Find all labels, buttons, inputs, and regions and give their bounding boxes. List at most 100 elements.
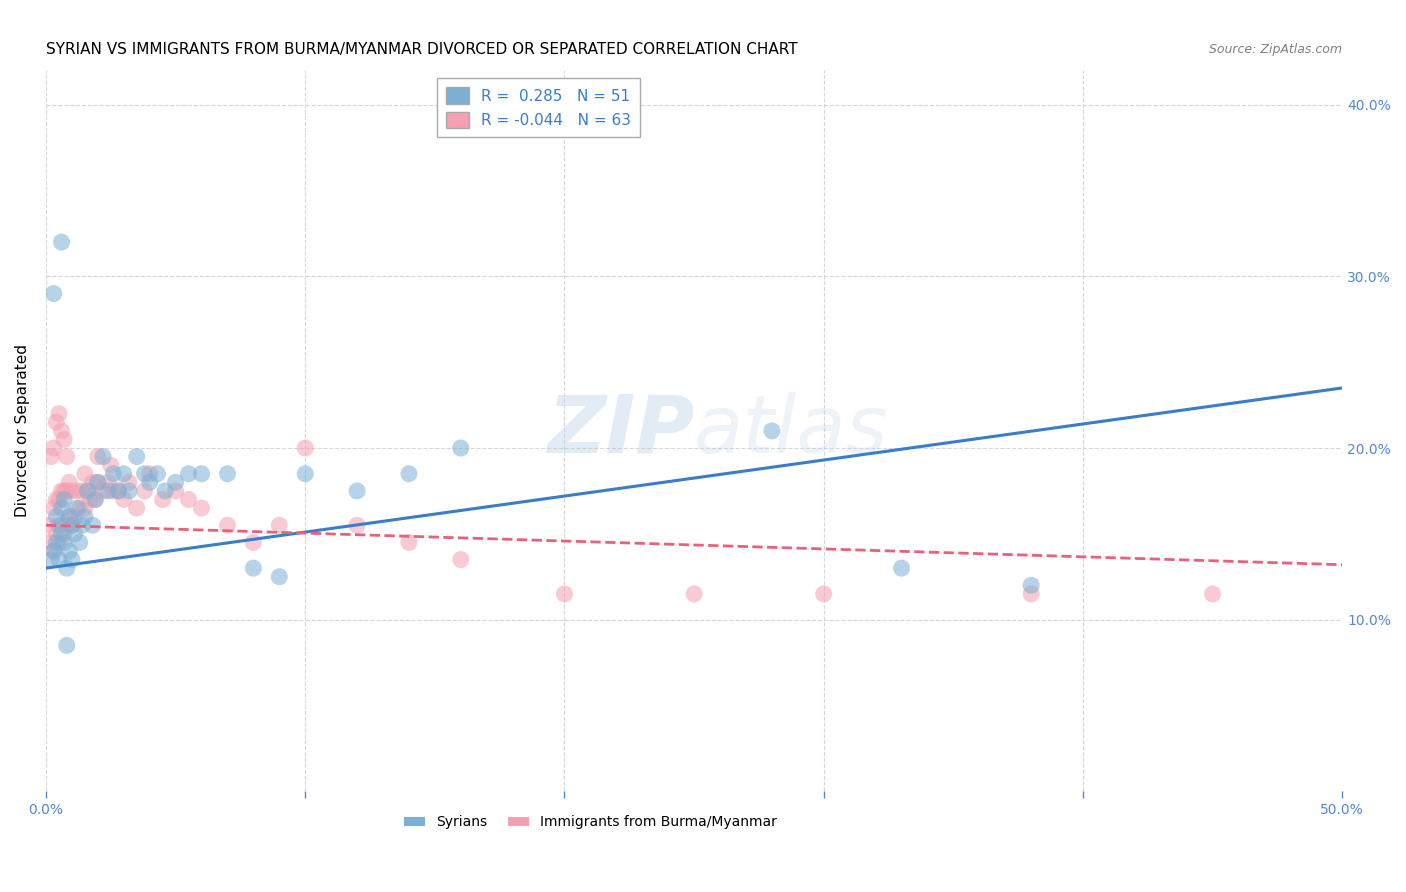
Point [217, 518, 239, 533]
Point [45, 492, 67, 507]
Point [55, 518, 77, 533]
Point [53, 535, 76, 549]
Point [58, 544, 80, 558]
Point [48, 535, 70, 549]
Point [72, 483, 94, 498]
Point [42, 501, 65, 516]
Point [45, 509, 67, 524]
Point [103, 467, 125, 481]
Point [38, 518, 60, 533]
Point [39, 450, 62, 464]
Point [63, 509, 86, 524]
Point [51, 424, 73, 438]
Point [294, 467, 316, 481]
Point [138, 475, 160, 490]
Point [51, 526, 73, 541]
Point [84, 492, 107, 507]
Point [450, 552, 472, 566]
Point [53, 483, 76, 498]
Point [813, 587, 835, 601]
Point [55, 483, 77, 498]
Point [761, 424, 783, 438]
Point [53, 526, 76, 541]
Point [45, 535, 67, 549]
Text: ZIP: ZIP [547, 392, 695, 470]
Point [294, 441, 316, 455]
Point [346, 518, 368, 533]
Point [134, 483, 156, 498]
Point [58, 475, 80, 490]
Point [165, 475, 187, 490]
Point [55, 639, 77, 653]
Point [138, 467, 160, 481]
Point [51, 483, 73, 498]
Point [72, 518, 94, 533]
Point [91, 450, 114, 464]
Point [58, 509, 80, 524]
Point [177, 467, 200, 481]
Point [97, 475, 120, 490]
Point [103, 483, 125, 498]
Point [82, 518, 104, 533]
Point [398, 535, 420, 549]
Point [60, 552, 83, 566]
Point [48, 492, 70, 507]
Text: Source: ZipAtlas.com: Source: ZipAtlas.com [1209, 43, 1343, 56]
Point [553, 587, 575, 601]
Point [398, 467, 420, 481]
Point [51, 235, 73, 249]
Point [177, 492, 200, 507]
Point [39, 535, 62, 549]
Point [190, 467, 212, 481]
Point [76, 483, 98, 498]
Point [450, 441, 472, 455]
Point [69, 501, 91, 516]
Point [87, 450, 110, 464]
Point [91, 483, 114, 498]
Point [100, 458, 122, 472]
Point [53, 433, 76, 447]
Text: atlas: atlas [695, 392, 889, 470]
Point [42, 544, 65, 558]
Point [346, 483, 368, 498]
Point [87, 475, 110, 490]
Point [60, 518, 83, 533]
Point [66, 483, 89, 498]
Point [107, 483, 129, 498]
Point [66, 501, 89, 516]
Legend: Syrians, Immigrants from Burma/Myanmar: Syrians, Immigrants from Burma/Myanmar [398, 810, 782, 835]
Point [82, 475, 104, 490]
Point [51, 501, 73, 516]
Point [890, 561, 912, 575]
Point [42, 441, 65, 455]
Point [55, 450, 77, 464]
Point [1201, 587, 1223, 601]
Point [39, 552, 62, 566]
Point [60, 518, 83, 533]
Point [146, 467, 169, 481]
Point [42, 286, 65, 301]
Text: SYRIAN VS IMMIGRANTS FROM BURMA/MYANMAR DIVORCED OR SEPARATED CORRELATION CHART: SYRIAN VS IMMIGRANTS FROM BURMA/MYANMAR … [46, 42, 797, 57]
Point [152, 492, 174, 507]
Point [269, 570, 291, 584]
Point [683, 587, 706, 601]
Y-axis label: Divorced or Separated: Divorced or Separated [15, 344, 30, 517]
Point [51, 518, 73, 533]
Point [45, 415, 67, 429]
Point [118, 475, 141, 490]
Point [134, 467, 156, 481]
Point [45, 526, 67, 541]
Point [42, 544, 65, 558]
Point [217, 467, 239, 481]
Point [125, 501, 148, 516]
Point [69, 535, 91, 549]
Point [1019, 578, 1042, 592]
Point [60, 483, 83, 498]
Point [269, 518, 291, 533]
Point [58, 509, 80, 524]
Point [1019, 587, 1042, 601]
Point [242, 561, 264, 575]
Point [112, 467, 135, 481]
Point [107, 483, 129, 498]
Point [112, 492, 135, 507]
